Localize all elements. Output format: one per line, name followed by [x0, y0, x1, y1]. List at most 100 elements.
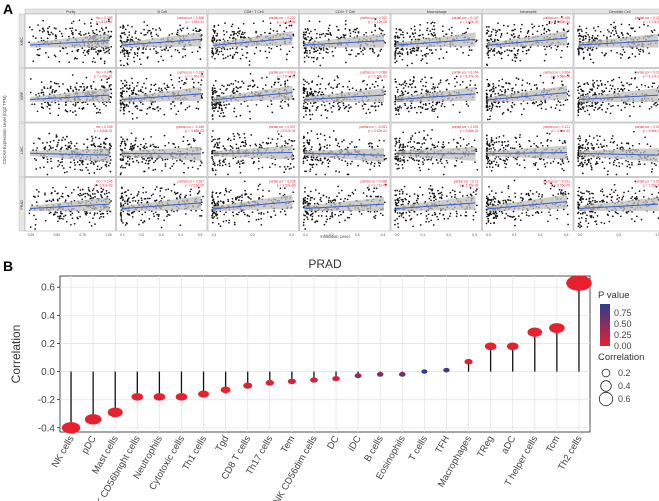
scatter-point — [520, 113, 523, 116]
scatter-point — [401, 167, 404, 169]
scatter-point — [186, 106, 189, 109]
scatter-point — [276, 45, 278, 48]
scatter-point — [591, 105, 594, 107]
scatter-point — [132, 89, 135, 92]
scatter-point — [610, 32, 613, 34]
scatter-point — [50, 167, 53, 169]
scatter-point — [515, 77, 518, 79]
scatter-point — [619, 147, 622, 149]
scatter-point — [48, 104, 50, 106]
scatter-point — [283, 171, 286, 174]
scatter-point — [428, 48, 431, 51]
scatter-point — [271, 138, 274, 141]
scatter-point — [245, 56, 248, 59]
scatter-point — [81, 101, 84, 104]
scatter-point — [625, 103, 627, 105]
scatter-point — [398, 36, 401, 39]
scatter-point — [601, 145, 603, 148]
scatter-point — [128, 87, 131, 89]
scatter-point — [626, 82, 628, 84]
scatter-point — [182, 27, 184, 30]
scatter-point — [303, 83, 305, 86]
scatter-point — [80, 161, 83, 164]
scatter-point — [354, 31, 357, 34]
scatter-point — [321, 77, 324, 80]
scatter-point — [589, 162, 592, 165]
scatter-point — [599, 135, 601, 138]
scatter-point — [130, 147, 133, 150]
column-label: B Cell — [157, 10, 167, 14]
scatter-point — [303, 102, 305, 105]
scatter-point — [394, 61, 397, 64]
scatter-point — [49, 146, 52, 149]
scatter-point — [646, 143, 649, 145]
scatter-point — [119, 148, 122, 151]
scatter-point — [613, 21, 615, 24]
scatter-point — [225, 89, 227, 91]
scatter-point — [316, 107, 318, 109]
scatter-point — [402, 40, 404, 43]
scatter-point — [648, 52, 650, 55]
scatter-point — [398, 106, 401, 109]
scatter-point — [49, 112, 51, 115]
scatter-point — [120, 104, 122, 106]
scatter-point — [495, 141, 498, 143]
scatter-point — [264, 84, 267, 86]
scatter-point — [147, 167, 150, 169]
scatter-point — [331, 111, 333, 113]
scatter-point — [76, 57, 78, 60]
scatter-point — [62, 136, 64, 139]
scatter-point — [410, 137, 412, 139]
scatter-point — [145, 159, 148, 162]
scatter-point — [90, 144, 93, 146]
scatter-point — [286, 165, 289, 168]
scatter-point — [377, 54, 380, 56]
scatter-point — [402, 93, 405, 96]
scatter-point — [306, 107, 308, 110]
scatter-point — [216, 95, 218, 97]
scatter-point — [529, 46, 532, 49]
scatter-point — [491, 104, 494, 107]
scatter-point — [72, 89, 74, 92]
scatter-point — [394, 54, 397, 56]
scatter-point — [124, 144, 127, 146]
scatter-point — [592, 27, 595, 29]
scatter-point — [402, 31, 404, 34]
scatter-point — [337, 76, 339, 79]
scatter-point — [124, 79, 126, 82]
scatter-point — [620, 109, 623, 111]
scatter-point — [614, 88, 616, 91]
scatter-point — [79, 169, 82, 171]
scatter-point — [92, 57, 95, 60]
scatter-point — [578, 146, 580, 148]
scatter-point — [275, 142, 278, 145]
scatter-point — [319, 133, 322, 135]
scatter-point — [586, 48, 589, 51]
scatter-point — [414, 132, 417, 135]
scatter-point — [284, 100, 286, 103]
scatter-point — [215, 40, 218, 43]
scatter-point — [577, 47, 579, 50]
scatter-point — [404, 90, 407, 93]
scatter-point — [138, 47, 141, 49]
scatter-point — [363, 103, 366, 105]
scatter-point — [303, 141, 305, 144]
scatter-point — [493, 54, 496, 56]
scatter-point — [590, 165, 592, 167]
scatter-point — [613, 140, 616, 143]
scatter-point — [139, 109, 141, 112]
scatter-point — [40, 81, 43, 84]
scatter-point — [424, 138, 427, 141]
scatter-point — [577, 154, 580, 157]
scatter-point — [57, 139, 60, 141]
scatter-point — [414, 86, 417, 88]
scatter-point — [131, 146, 134, 148]
scatter-point — [223, 115, 226, 118]
scatter-point — [214, 164, 216, 167]
scatter-point — [313, 56, 315, 59]
scatter-point — [423, 138, 425, 140]
scatter-point — [475, 40, 477, 43]
scatter-point — [211, 88, 214, 90]
scatter-point — [212, 84, 215, 87]
